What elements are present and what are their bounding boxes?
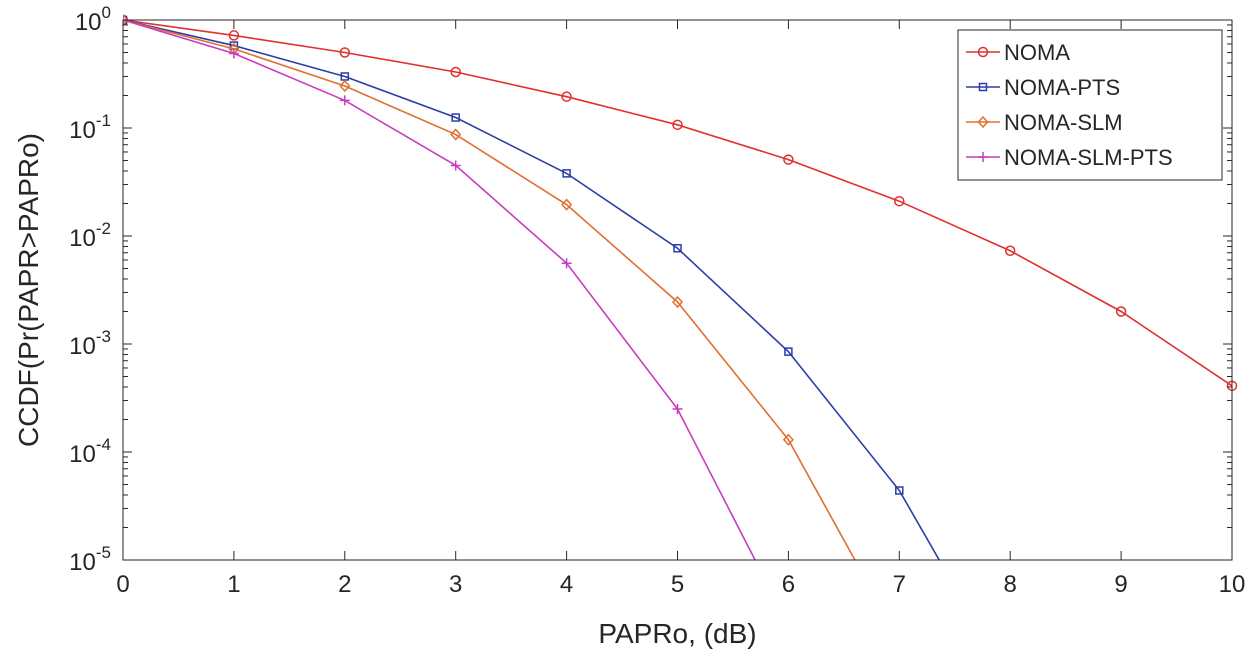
series-line-noma-pts <box>123 19 940 560</box>
x-tick-label: 10 <box>1219 571 1246 598</box>
data-point-noma-slm-pts <box>672 404 683 415</box>
legend-item-noma-pts: NOMA-PTS <box>966 75 1120 100</box>
legend-label: NOMA <box>1004 40 1070 65</box>
data-point-noma <box>783 154 794 165</box>
legend-marker <box>978 152 988 162</box>
x-tick-label: 1 <box>227 571 240 598</box>
y-tick-label: 10-1 <box>69 111 111 144</box>
data-point-noma-slm-pts <box>450 160 461 171</box>
data-point-noma <box>894 195 905 207</box>
series-noma-pts <box>123 15 940 560</box>
x-tick-label: 9 <box>1114 571 1127 598</box>
data-point-noma-slm <box>561 198 573 211</box>
y-tick-label: 10-5 <box>69 543 111 576</box>
data-point-noma-pts <box>784 347 793 356</box>
data-point-noma-slm-pts <box>561 258 572 269</box>
series-noma <box>123 14 1238 392</box>
data-point-noma <box>561 91 572 102</box>
series-line-noma-slm <box>123 19 856 560</box>
data-point-noma-slm-pts <box>339 95 350 106</box>
data-point-noma-slm <box>782 433 794 446</box>
legend-label: NOMA-SLM <box>1004 110 1123 135</box>
data-point-noma-slm <box>123 13 129 27</box>
y-axis-title: CCDF(Pr(PAPR>PAPRo) <box>13 133 44 447</box>
data-point-noma <box>1004 245 1016 257</box>
data-point-noma-pts <box>673 244 682 253</box>
data-point-noma <box>450 66 461 78</box>
data-point-noma <box>672 119 683 131</box>
legend-label: NOMA-PTS <box>1004 75 1120 100</box>
data-point-noma-slm <box>339 79 351 93</box>
data-point-noma-slm <box>450 128 462 141</box>
data-point-noma-slm <box>671 295 684 309</box>
series-noma-slm-pts <box>123 15 756 560</box>
x-tick-label: 8 <box>1004 571 1017 598</box>
data-point-noma <box>228 30 240 41</box>
series-noma-slm <box>123 13 856 560</box>
x-tick-label: 3 <box>449 571 462 598</box>
legend-item-noma-slm: NOMA-SLM <box>966 110 1123 135</box>
y-tick-label: 100 <box>75 3 111 36</box>
legend-marker <box>978 82 988 92</box>
data-point-noma-slm-pts <box>228 48 239 59</box>
x-tick-label: 2 <box>338 571 351 598</box>
data-point-noma-pts <box>562 169 571 178</box>
data-point-noma-pts <box>895 486 904 495</box>
series-line-noma-slm-pts <box>123 19 756 560</box>
x-tick-label: 5 <box>671 571 684 598</box>
data-point-noma-pts <box>451 113 460 122</box>
x-tick-label: 0 <box>116 571 129 598</box>
data-point-noma <box>1115 306 1127 317</box>
legend-label: NOMA-SLM-PTS <box>1004 145 1173 170</box>
x-axis-title: PAPRo, (dB) <box>598 618 756 649</box>
y-tick-label: 10-4 <box>69 435 111 468</box>
x-tick-label: 6 <box>782 571 795 598</box>
legend-marker <box>977 46 989 58</box>
y-tick-label: 10-2 <box>69 219 111 252</box>
x-tick-label: 4 <box>560 571 573 598</box>
legend-box <box>957 29 1223 181</box>
legend-marker <box>977 115 989 129</box>
legend-item-noma: NOMA <box>966 40 1070 65</box>
data-point-noma <box>339 47 351 58</box>
y-tick-label: 10-3 <box>69 327 111 360</box>
legend-item-noma-slm-pts: NOMA-SLM-PTS <box>966 145 1173 170</box>
series-line-noma <box>123 19 1233 387</box>
x-tick-label: 7 <box>893 571 906 598</box>
